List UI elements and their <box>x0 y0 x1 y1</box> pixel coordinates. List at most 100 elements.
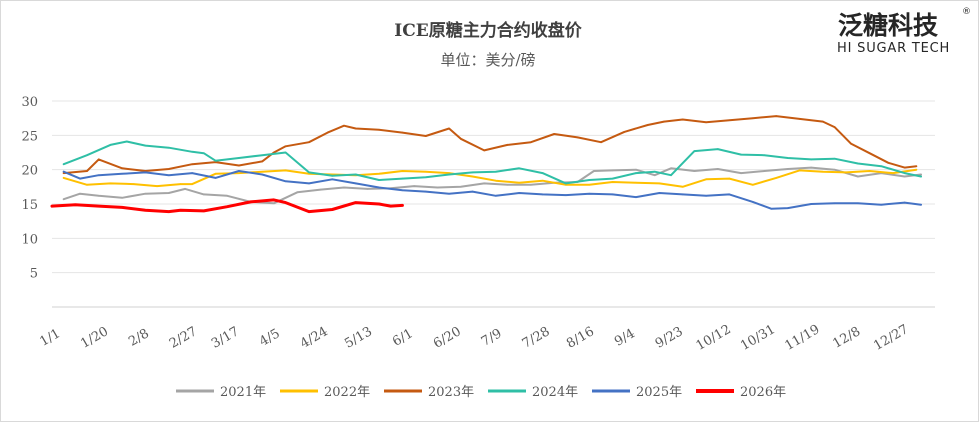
data-point <box>191 151 193 153</box>
data-point <box>787 207 789 209</box>
data-point <box>121 173 123 175</box>
data-point <box>62 170 65 173</box>
data-point <box>378 186 380 189</box>
data-point <box>413 185 415 187</box>
data-point <box>79 192 81 195</box>
y-tick-label: 10 <box>21 232 38 247</box>
data-point <box>518 181 520 184</box>
data-point <box>203 193 205 196</box>
data-point <box>663 120 665 123</box>
data-point <box>752 117 754 119</box>
data-point <box>775 115 777 117</box>
data-point <box>354 182 357 185</box>
legend-item: 2026年 <box>696 385 786 400</box>
data-point <box>611 177 614 180</box>
data-point <box>284 151 287 154</box>
x-tick-label: 2/27 <box>167 324 200 352</box>
data-point <box>401 131 404 134</box>
data-point <box>308 141 310 143</box>
data-point <box>331 208 334 211</box>
data-point <box>857 162 859 165</box>
x-tick-label: 1/20 <box>78 324 111 352</box>
data-point <box>483 182 486 185</box>
data-point <box>717 148 719 150</box>
data-point <box>880 203 883 206</box>
data-point <box>752 201 754 203</box>
y-tick-label: 20 <box>21 164 38 179</box>
data-point <box>144 192 147 195</box>
data-point <box>179 183 182 185</box>
legend-label: 2025年 <box>636 385 682 400</box>
data-point <box>635 181 637 184</box>
data-point <box>565 182 567 185</box>
data-point <box>670 167 672 170</box>
data-point <box>903 175 906 178</box>
data-point <box>261 160 264 163</box>
data-point <box>588 184 591 186</box>
data-point <box>191 172 193 174</box>
data-point <box>565 194 567 196</box>
data-point <box>448 192 450 195</box>
y-tick-label: 30 <box>21 95 38 110</box>
data-point <box>273 202 275 205</box>
data-point <box>471 190 474 193</box>
data-point <box>775 177 777 179</box>
data-point <box>425 170 427 173</box>
legend-item: 2025年 <box>592 385 682 400</box>
data-point <box>787 168 789 170</box>
data-point <box>693 150 696 152</box>
series-2026年 <box>50 198 404 214</box>
data-point <box>495 179 497 182</box>
data-point <box>903 172 906 174</box>
data-point <box>214 159 217 162</box>
data-point <box>471 171 474 174</box>
data-point <box>483 149 486 152</box>
data-point <box>425 176 427 178</box>
y-tick-label: 5 <box>30 267 38 282</box>
series-2024年 <box>62 140 922 185</box>
data-point <box>653 170 656 173</box>
data-point <box>915 168 918 171</box>
data-point <box>920 203 922 206</box>
data-point <box>810 158 812 161</box>
data-point <box>214 177 217 179</box>
data-point <box>740 172 742 174</box>
data-point <box>728 193 731 196</box>
data-point <box>126 140 128 143</box>
data-point <box>868 170 871 172</box>
data-point <box>284 145 287 148</box>
data-point <box>86 184 88 186</box>
data-point <box>833 168 836 171</box>
data-point <box>541 172 544 174</box>
data-point <box>121 197 123 199</box>
data-point <box>401 189 404 192</box>
data-point <box>425 135 427 137</box>
data-point <box>86 154 88 156</box>
series-line <box>62 170 922 210</box>
data-point <box>460 138 462 140</box>
data-point <box>693 170 696 172</box>
data-point <box>920 175 922 178</box>
legend-item: 2022年 <box>280 385 370 400</box>
data-point <box>915 165 918 167</box>
series-line <box>50 198 404 214</box>
data-point <box>296 191 299 194</box>
data-point <box>553 133 555 135</box>
data-point <box>833 157 836 160</box>
data-point <box>168 174 170 176</box>
x-tick-label: 4/5 <box>257 326 283 349</box>
data-point <box>763 154 766 156</box>
x-tick-label: 6/1 <box>390 326 416 349</box>
data-point <box>354 127 357 130</box>
data-point <box>646 124 649 126</box>
data-point <box>425 190 427 193</box>
y-tick-label: 25 <box>21 129 38 144</box>
chart-title: ICE原糖主力合约收盘价 <box>394 20 582 41</box>
data-point <box>798 169 801 172</box>
data-point <box>144 171 147 174</box>
x-tick-label: 6/20 <box>431 324 464 352</box>
data-point <box>331 178 334 181</box>
data-point <box>541 179 544 182</box>
data-point <box>530 141 532 143</box>
